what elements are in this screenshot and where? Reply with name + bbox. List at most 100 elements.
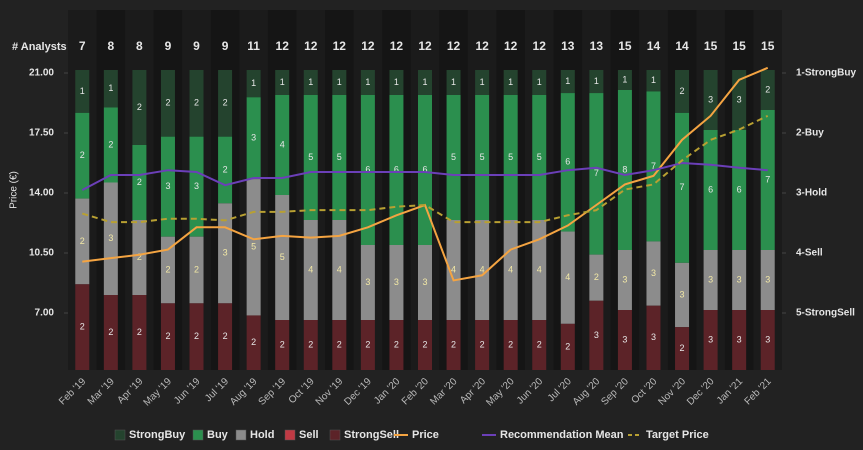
bar-segment <box>189 70 204 137</box>
bar-segment <box>532 220 547 320</box>
bar-segment <box>560 70 575 94</box>
segment-label: 3 <box>165 181 170 191</box>
x-tick-label: Oct '20 <box>630 376 660 406</box>
bar-segment <box>475 320 490 370</box>
bar-segment <box>189 303 204 370</box>
segment-label: 6 <box>565 157 570 167</box>
bar-segment <box>218 136 233 204</box>
segment-label: 2 <box>80 322 85 332</box>
segment-label: 2 <box>165 331 170 341</box>
legend-swatch <box>235 429 247 441</box>
segment-label: 1 <box>365 77 370 87</box>
segment-label: 2 <box>223 98 228 108</box>
bar-segment <box>103 182 118 295</box>
bar-segment <box>589 70 604 94</box>
bar-segment <box>617 70 632 90</box>
segment-label: 1 <box>280 77 285 87</box>
segment-label: 3 <box>708 274 713 284</box>
bar-segment <box>475 220 490 320</box>
segment-label: 3 <box>708 334 713 344</box>
bar-segment <box>760 250 775 310</box>
x-tick-label: Dec '19 <box>342 376 374 408</box>
bar-segment <box>360 245 375 320</box>
y-tick-label: 14.00 <box>29 188 54 199</box>
segment-label: 2 <box>137 102 142 112</box>
bar-segment <box>246 97 261 180</box>
bar-segment <box>503 220 518 320</box>
bar-segment <box>132 220 147 295</box>
bar-segment <box>418 245 432 320</box>
analyst-count: 12 <box>276 39 290 53</box>
analysts-label: # Analysts <box>12 41 67 53</box>
analyst-count: 12 <box>475 39 489 53</box>
legend-label: StrongBuy <box>129 429 186 441</box>
segment-label: 2 <box>108 327 113 337</box>
segment-label: 2 <box>251 337 256 347</box>
bar-segment <box>760 70 775 110</box>
segment-label: 3 <box>737 274 742 284</box>
segment-label: 2 <box>108 139 113 149</box>
segment-label: 3 <box>622 334 627 344</box>
x-tick-label: Nov '20 <box>656 376 688 408</box>
segment-label: 2 <box>194 98 199 108</box>
segment-label: 1 <box>394 77 399 87</box>
y-tick-label: 7.00 <box>35 308 55 319</box>
x-tick-label: Jun '20 <box>515 376 546 407</box>
segment-label: 4 <box>480 264 485 274</box>
bar-segment <box>703 250 718 310</box>
bar-segment <box>160 70 175 137</box>
segment-label: 3 <box>765 334 770 344</box>
analyst-count: 14 <box>647 39 661 53</box>
y2-tick-label: 2-Buy <box>796 128 824 139</box>
bar-segment <box>446 320 461 370</box>
segment-label: 1 <box>537 77 542 87</box>
segment-label: 5 <box>480 152 485 162</box>
segment-label: 2 <box>680 343 685 353</box>
bar-segment <box>332 320 347 370</box>
bar-segment <box>418 70 432 95</box>
segment-label: 3 <box>765 274 770 284</box>
segment-label: 3 <box>251 133 256 143</box>
segment-label: 1 <box>508 77 513 87</box>
segment-label: 1 <box>108 83 113 93</box>
segment-label: 1 <box>80 86 85 96</box>
segment-label: 2 <box>537 339 542 349</box>
analyst-count: 9 <box>222 39 229 53</box>
y2-tick-label: 5-StrongSell <box>796 308 855 319</box>
segment-label: 2 <box>137 177 142 187</box>
bar-segment <box>189 236 204 304</box>
y-tick-label: 21.00 <box>29 68 54 79</box>
segment-label: 1 <box>422 77 427 87</box>
analyst-count: 15 <box>732 39 746 53</box>
bar-segment <box>589 254 604 301</box>
analyst-count: 9 <box>165 39 172 53</box>
analyst-count: 12 <box>418 39 432 53</box>
bar-segment <box>75 112 90 199</box>
segment-label: 2 <box>422 339 427 349</box>
bar-segment <box>617 250 632 310</box>
segment-label: 4 <box>537 264 542 274</box>
bar-segment <box>503 95 518 220</box>
bar-segment <box>646 241 661 306</box>
segment-label: 2 <box>137 252 142 262</box>
segment-label: 1 <box>651 75 656 85</box>
segment-label: 3 <box>622 274 627 284</box>
x-tick-label: Sep '19 <box>257 376 289 408</box>
bar-segment <box>303 70 318 95</box>
bar-segment <box>303 220 318 320</box>
analyst-count: 14 <box>675 39 689 53</box>
y-tick-label: 17.50 <box>29 128 54 139</box>
x-tick-label: Feb '21 <box>743 376 774 407</box>
x-tick-label: Mar '19 <box>86 376 117 407</box>
y-tick-label: 10.50 <box>29 248 54 259</box>
bar-segment <box>132 145 147 220</box>
bar-segment <box>760 110 775 250</box>
segment-label: 8 <box>622 164 627 174</box>
x-tick-label: Nov '19 <box>314 376 346 408</box>
segment-label: 2 <box>565 341 570 351</box>
segment-label: 5 <box>337 152 342 162</box>
analyst-count: 8 <box>107 39 114 53</box>
segment-label: 3 <box>365 277 370 287</box>
x-tick-label: Jun '19 <box>172 376 203 407</box>
segment-label: 2 <box>165 98 170 108</box>
